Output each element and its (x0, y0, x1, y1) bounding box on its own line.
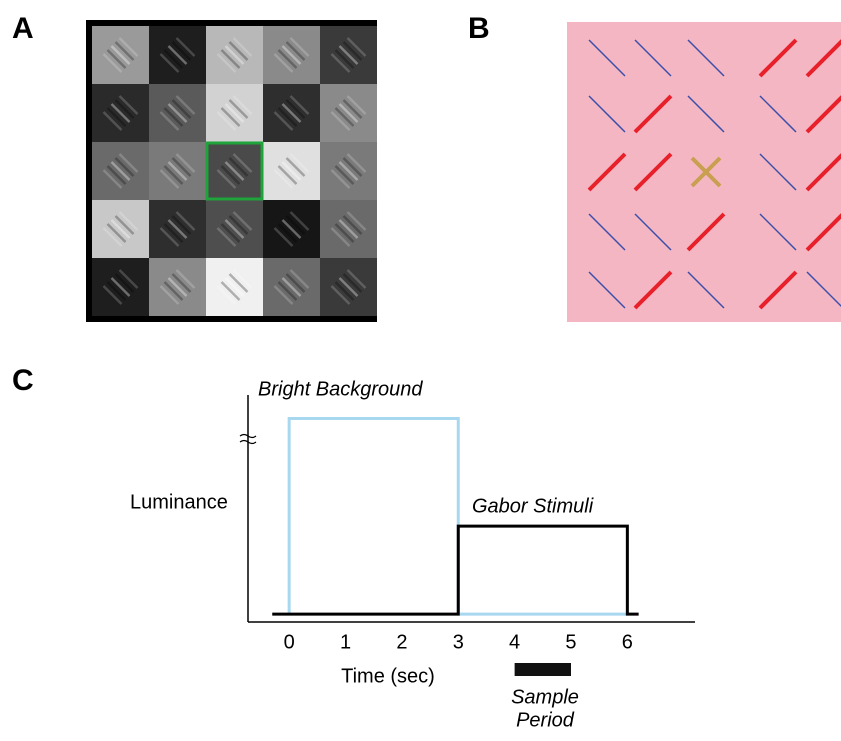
panel-a (92, 26, 377, 316)
panel-label: A (12, 12, 34, 45)
x-tick-label: 6 (622, 631, 633, 653)
sample-label: Period (516, 709, 575, 731)
panel-c: Luminance Time (sec) Bright Background G… (130, 378, 695, 731)
series-label: Gabor Stimuli (472, 495, 594, 517)
x-tick-label: 1 (340, 631, 351, 653)
panel-b (567, 22, 841, 322)
x-tick-label: 3 (453, 631, 464, 653)
x-tick-label: 5 (565, 631, 576, 653)
figure: A B C Luminance Time (sec) Bright Backgr… (0, 0, 841, 736)
sample-label: Sample (511, 686, 579, 708)
sample-period-bar (515, 663, 571, 676)
y-axis-label: Luminance (130, 491, 228, 513)
x-tick-label: 2 (396, 631, 407, 653)
panel-label: C (12, 364, 34, 397)
series-line (272, 526, 638, 614)
panel-label: B (468, 12, 490, 45)
x-tick-label: 4 (509, 631, 520, 653)
x-tick-label: 0 (284, 631, 295, 653)
x-axis-label: Time (sec) (341, 665, 435, 687)
series-label: Bright Background (258, 378, 423, 400)
